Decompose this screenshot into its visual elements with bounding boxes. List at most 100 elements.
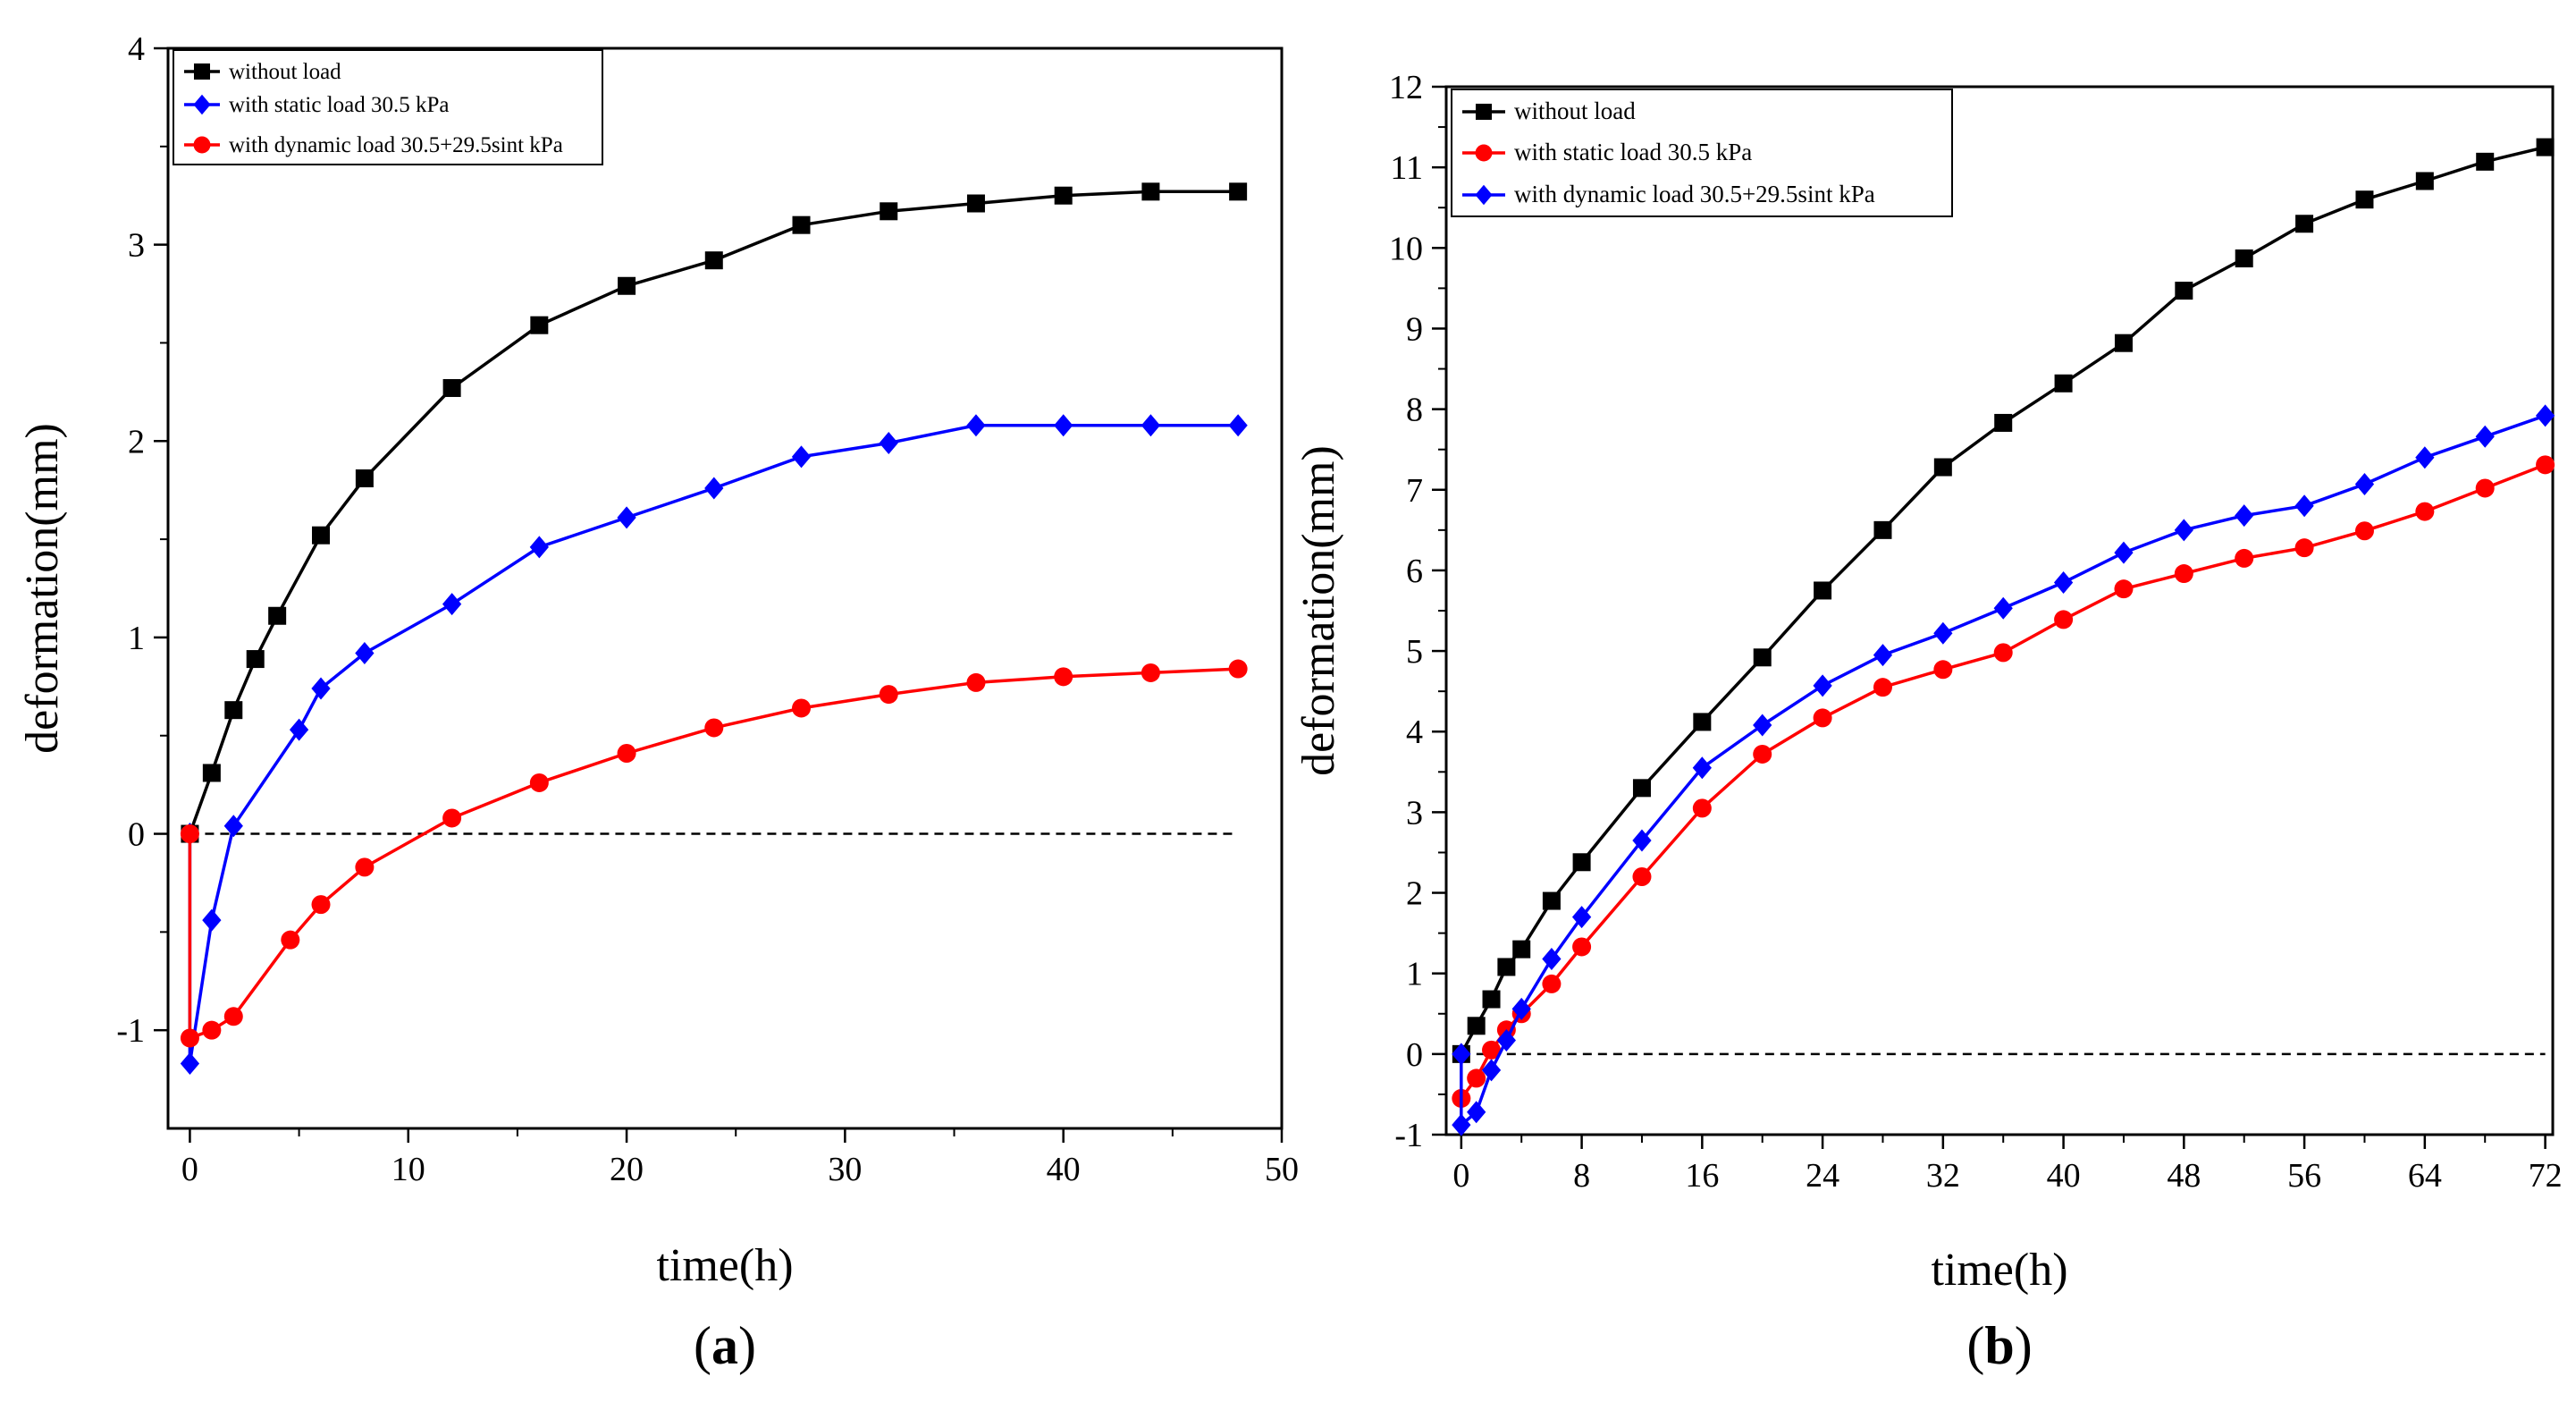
x-tick-label: 32: [1926, 1157, 1960, 1195]
legend-label: with static load 30.5 kPa: [229, 93, 450, 117]
data-point: [1813, 708, 1832, 728]
plot-frame: [166, 46, 1284, 1130]
data-point: [617, 743, 636, 763]
data-point: [2114, 579, 2134, 599]
data-point: [2053, 570, 2074, 594]
data-point: [1692, 756, 1712, 780]
data-point: [704, 477, 724, 500]
y-tick-label: 1: [128, 620, 145, 657]
y-tick-label: 1: [1406, 956, 1423, 993]
data-point: [1229, 182, 1248, 201]
data-point: [355, 469, 374, 488]
data-point: [2536, 138, 2555, 156]
x-tick-label: 50: [1265, 1151, 1299, 1188]
data-point: [2174, 564, 2193, 584]
x-tick-label: 0: [181, 1151, 198, 1188]
data-point: [2114, 541, 2134, 564]
data-point: [2294, 538, 2314, 558]
data-point: [2475, 425, 2495, 448]
y-tick-label: 12: [1389, 69, 1423, 106]
y-tick-label: 5: [1406, 633, 1423, 671]
data-point: [1496, 1029, 1516, 1052]
data-point: [1873, 520, 1892, 539]
data-point: [311, 895, 331, 915]
legend-marker: [1475, 144, 1493, 162]
data-point: [311, 677, 331, 700]
data-point: [180, 824, 199, 844]
data-point: [2235, 504, 2254, 528]
legend-box: [173, 49, 603, 165]
legend-label: without load: [229, 60, 341, 84]
data-point: [2235, 249, 2253, 268]
data-point: [442, 378, 461, 397]
data-point: [1497, 958, 1516, 976]
data-point: [530, 316, 549, 334]
x-tick-label: 8: [1573, 1157, 1590, 1195]
legend-marker: [193, 94, 211, 115]
series-1: [1452, 138, 2555, 1063]
data-point: [1542, 947, 1562, 970]
series-3: [1452, 404, 2555, 1136]
data-point: [289, 718, 309, 741]
data-point: [792, 215, 811, 234]
data-point: [1994, 413, 2013, 432]
data-point: [223, 1007, 243, 1026]
legend-box: [1451, 89, 1953, 217]
legend-marker: [1475, 184, 1493, 206]
data-point: [618, 276, 636, 295]
data-point: [1228, 414, 1248, 437]
x-tick-label: 40: [1047, 1151, 1081, 1188]
data-point: [180, 1052, 200, 1076]
data-point: [2175, 282, 2193, 300]
data-point: [1572, 937, 1592, 957]
data-point: [1452, 1043, 1471, 1066]
legend-marker: [194, 63, 210, 80]
legend: without load with static load 30.5 kPa wit…: [173, 49, 603, 165]
data-point: [1542, 974, 1562, 993]
data-point: [2174, 519, 2193, 542]
data-point: [1572, 853, 1591, 872]
x-axis-title: time(h): [1931, 1245, 2067, 1296]
x-tick-label: 10: [391, 1151, 425, 1188]
data-point: [2536, 455, 2555, 475]
y-tick-label: 9: [1406, 310, 1423, 348]
data-point: [2295, 215, 2314, 233]
data-point: [312, 526, 331, 545]
data-point: [1467, 1101, 1486, 1124]
y-tick-label: 2: [1406, 875, 1423, 913]
data-point: [268, 606, 287, 625]
x-tick-label: 56: [2287, 1157, 2321, 1195]
data-point: [1141, 414, 1161, 437]
series-3: [180, 659, 1248, 1048]
data-point: [180, 1028, 199, 1048]
data-point: [442, 593, 462, 616]
series-2: [1452, 455, 2555, 1108]
data-point: [442, 808, 462, 828]
y-tick-label: 0: [1406, 1036, 1423, 1074]
data-point: [1933, 458, 1952, 477]
data-point: [2054, 374, 2073, 393]
series-1: [181, 182, 1248, 843]
data-point: [355, 857, 375, 877]
data-point: [1933, 660, 1953, 680]
x-tick-label: 72: [2529, 1157, 2563, 1195]
series-line: [1460, 414, 2547, 1127]
y-tick-label: 6: [1406, 553, 1423, 590]
data-point: [1482, 1040, 1502, 1060]
data-point: [355, 641, 375, 664]
data-point: [2354, 472, 2375, 495]
y-tick-label: 2: [128, 423, 145, 460]
y-tick-label: 11: [1390, 149, 1423, 187]
data-point: [281, 930, 300, 950]
data-point: [2294, 494, 2314, 518]
data-point: [966, 194, 985, 213]
data-point: [2235, 548, 2254, 568]
x-tick-label: 64: [2408, 1157, 2442, 1195]
data-point: [2475, 478, 2495, 498]
y-tick-label: 10: [1389, 230, 1423, 267]
data-point: [2415, 502, 2435, 521]
data-point: [1452, 1113, 1471, 1136]
data-point: [1141, 182, 1160, 201]
x-tick-label: 30: [828, 1151, 862, 1188]
